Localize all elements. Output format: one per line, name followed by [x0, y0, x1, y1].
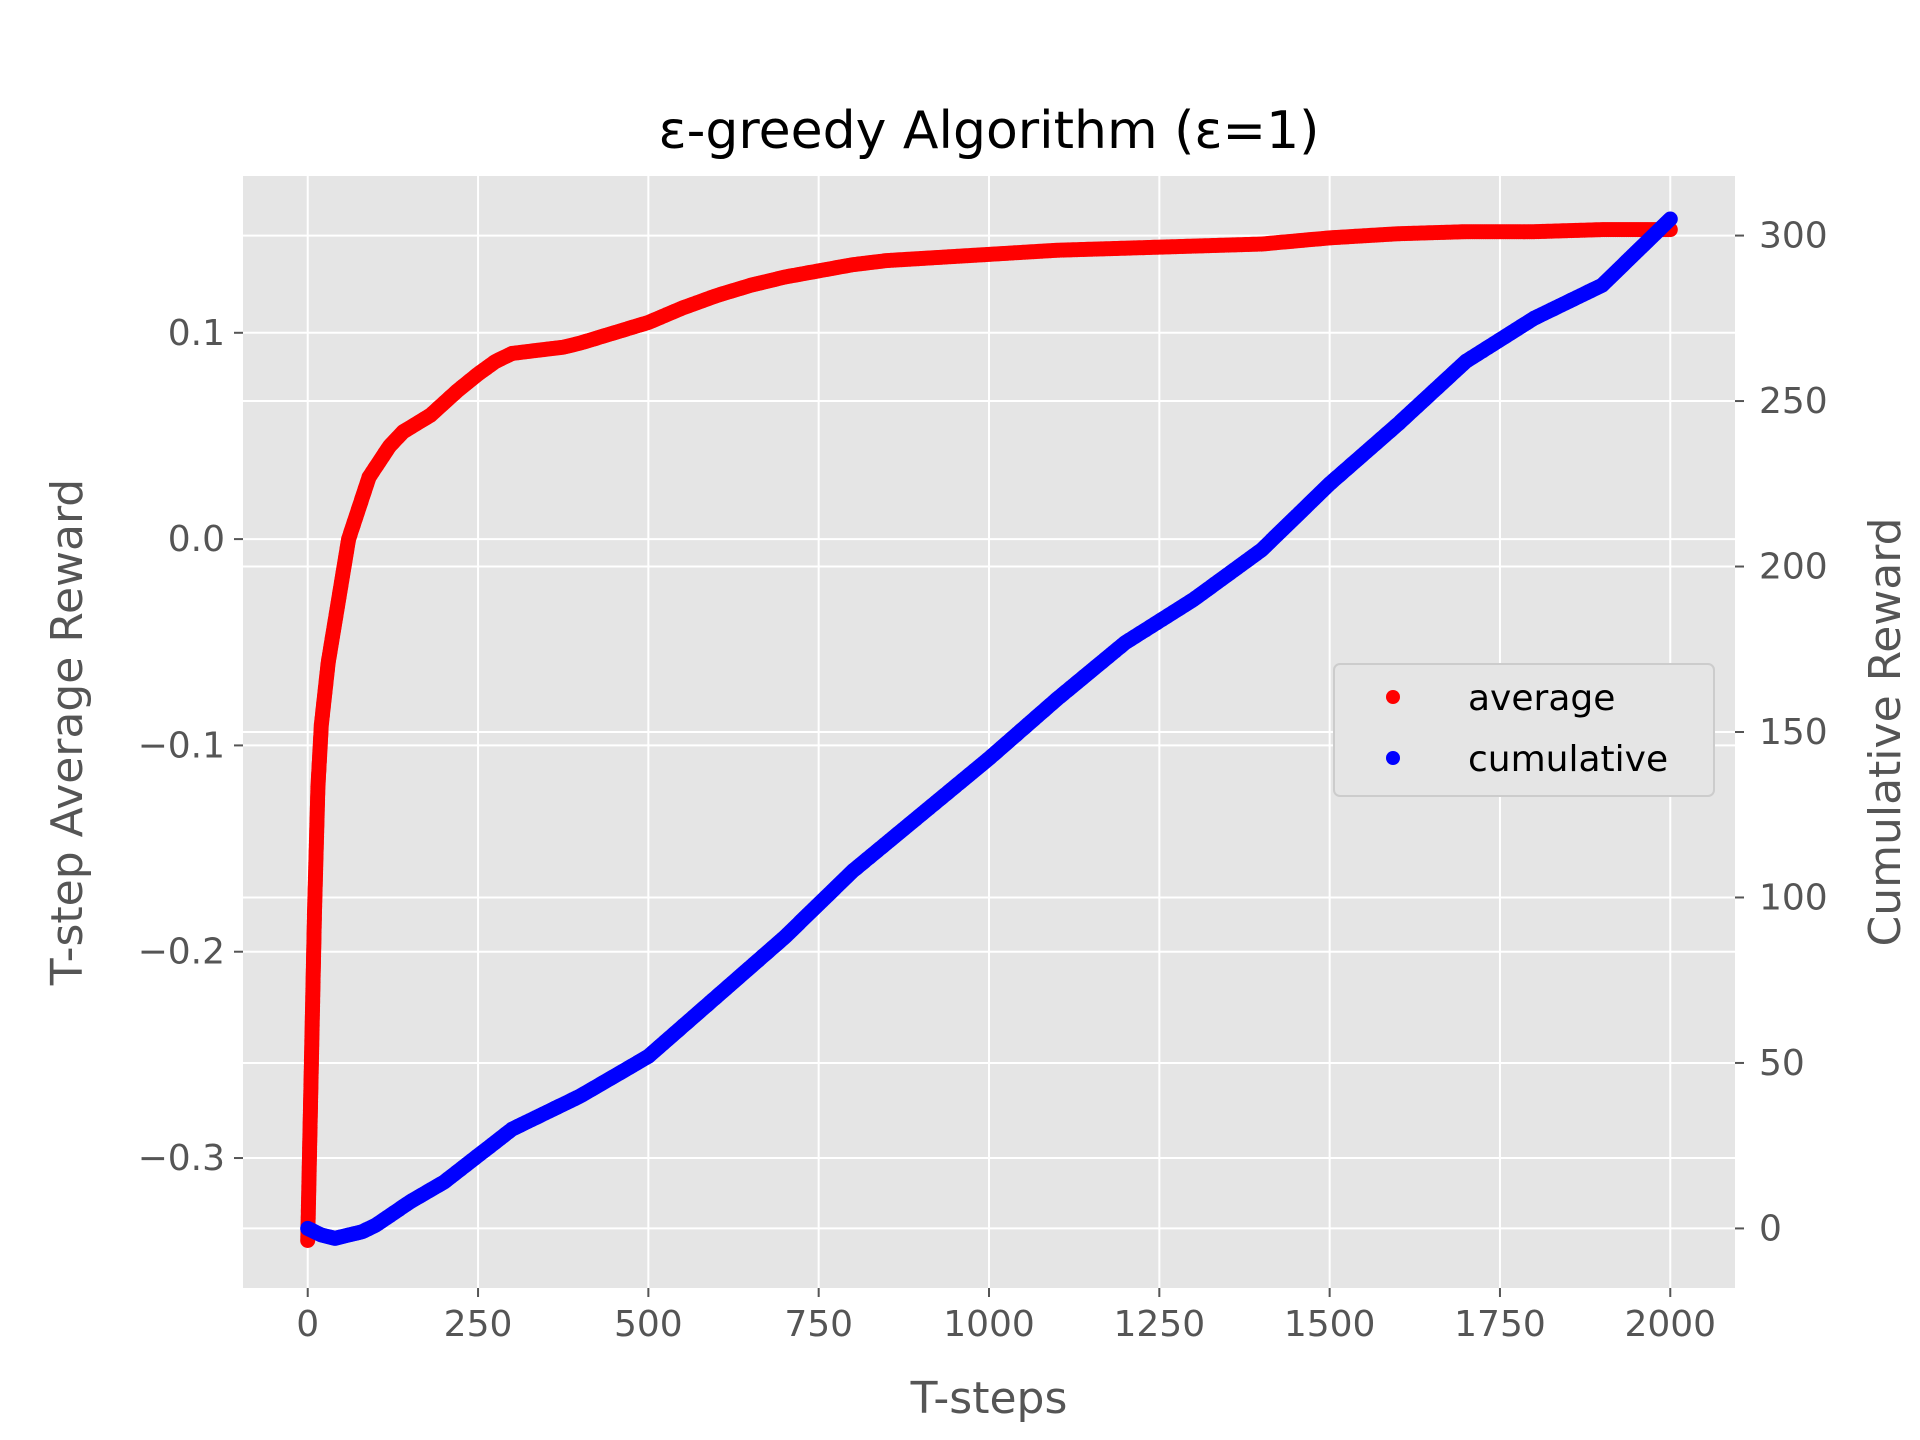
y-left-tick-label: −0.1 [138, 725, 225, 766]
legend-box [1333, 663, 1715, 797]
y-axis-label-left: T-step Average Reward [42, 479, 93, 986]
y-right-tick-label: 100 [1759, 877, 1828, 918]
legend-label-average: average [1468, 678, 1615, 719]
legend-marker-average [1386, 690, 1400, 704]
y-right-tick-label: 50 [1759, 1043, 1805, 1084]
legend-label-cumulative: cumulative [1468, 739, 1668, 780]
x-tick-label: 1000 [943, 1304, 1035, 1345]
y-right-tick-label: 300 [1759, 216, 1828, 257]
x-tick-label: 1500 [1284, 1304, 1376, 1345]
y-right-tick-label: 200 [1759, 547, 1828, 588]
legend-marker-cumulative [1386, 751, 1400, 765]
series-cumulative [300, 211, 1678, 1246]
legend: average cumulative [1333, 663, 1715, 797]
grid-lines [243, 176, 1735, 1288]
x-tick-label: 500 [614, 1304, 683, 1345]
y-left-tick-label: 0.1 [168, 313, 225, 354]
x-tick-label: 0 [296, 1304, 319, 1345]
y-right-tick-label: 250 [1759, 381, 1828, 422]
y-right-tick-label: 0 [1759, 1208, 1782, 1249]
x-tick-label: 750 [784, 1304, 853, 1345]
x-tick-label: 1250 [1114, 1304, 1206, 1345]
chart-title: ε-greedy Algorithm (ε=1) [659, 101, 1320, 161]
series-average [300, 222, 1678, 1248]
y-axis-label-right: Cumulative Reward [1860, 518, 1911, 947]
y-left-tick-label: 0.0 [168, 519, 225, 560]
x-tick-label: 1750 [1454, 1304, 1546, 1345]
x-tick-label: 2000 [1624, 1304, 1716, 1345]
x-axis-label: T-steps [910, 1373, 1068, 1424]
x-tick-label: 250 [444, 1304, 513, 1345]
y-left-tick-label: −0.3 [138, 1138, 225, 1179]
point-cumulative [1662, 211, 1678, 227]
axis-ticks: 0 250 500 750 1000 1250 1500 1750 2000−0.3−0.2−0… [138, 216, 1828, 1345]
y-left-tick-label: −0.2 [138, 932, 225, 973]
series-layer [300, 211, 1678, 1248]
y-right-tick-label: 150 [1759, 712, 1828, 753]
